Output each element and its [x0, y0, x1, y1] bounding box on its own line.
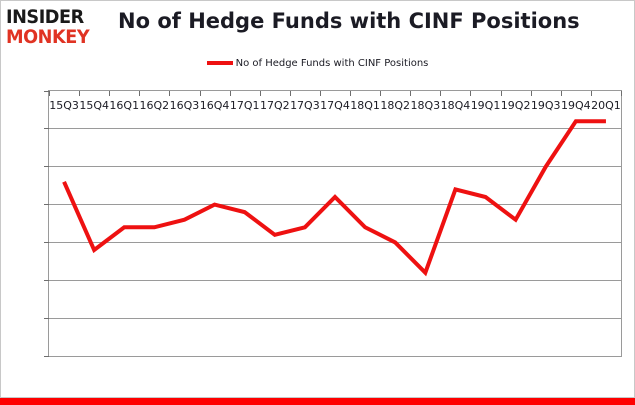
x-axis-tick-label: 16Q3	[169, 99, 200, 112]
x-axis-tick-label: 16Q4	[199, 99, 230, 112]
gridline	[49, 241, 621, 243]
legend-entry: No of Hedge Funds with CINF Positions	[206, 57, 429, 71]
x-axis-tick-mark	[169, 91, 170, 96]
gridline	[49, 166, 621, 168]
y-axis-tick-mark	[44, 317, 49, 319]
footer-accent-bar	[0, 398, 635, 405]
x-axis-tick-label: 18Q4	[440, 99, 471, 112]
x-axis-tick-mark	[230, 91, 231, 96]
x-axis-tick-label: 18Q3	[410, 99, 441, 112]
x-axis-tick-mark	[320, 91, 321, 96]
x-axis-tick-mark	[380, 91, 381, 96]
page-title: No of Hedge Funds with CINF Positions	[118, 9, 580, 33]
x-axis-tick-mark	[290, 91, 291, 96]
gridline	[49, 317, 621, 319]
chart-header: INSIDER MONKEY No of Hedge Funds with CI…	[0, 0, 635, 48]
x-axis-tick-mark	[410, 91, 411, 96]
gridline	[49, 279, 621, 281]
x-axis-tick-label: 16Q2	[139, 99, 170, 112]
y-axis-tick-mark	[44, 279, 49, 281]
x-axis-tick-label: 20Q1	[591, 99, 621, 112]
x-axis-tick-label: 19Q4	[561, 99, 591, 112]
x-axis-tick-mark	[470, 91, 471, 96]
x-axis-tick-mark	[501, 91, 502, 96]
gridline	[49, 204, 621, 206]
legend-swatch-icon	[206, 60, 233, 65]
y-axis-tick-mark	[44, 166, 49, 168]
series-polyline	[62, 119, 606, 277]
x-axis-tick-label: 19Q1	[470, 99, 501, 112]
y-axis-tick-mark	[44, 90, 49, 92]
x-axis-tick-label: 18Q2	[380, 99, 411, 112]
x-axis-tick-label: 17Q1	[229, 99, 260, 112]
y-axis-tick-mark	[44, 204, 49, 206]
x-axis-tick-label: 17Q2	[259, 99, 290, 112]
x-axis-tick-mark	[440, 91, 441, 96]
legend-entry-label: No of Hedge Funds with CINF Positions	[235, 57, 429, 69]
x-axis-tick-mark	[49, 91, 50, 96]
x-axis-tick-mark	[109, 91, 110, 96]
x-axis-tick-label: 18Q1	[350, 99, 380, 112]
insider-monkey-logo: INSIDER MONKEY	[6, 8, 110, 48]
gridline	[49, 128, 621, 130]
x-axis-tick-mark	[621, 91, 622, 96]
y-axis-tick-mark	[44, 128, 49, 130]
x-axis-tick-label: 19Q3	[530, 99, 561, 112]
y-axis-tick-mark	[44, 241, 49, 243]
x-axis-tick-mark	[260, 91, 261, 96]
logo-text-monkey: MONKEY	[6, 26, 90, 48]
x-axis-tick-mark	[139, 91, 140, 96]
logo-text-insider: INSIDER	[6, 6, 84, 28]
y-axis-tick-mark	[44, 355, 49, 357]
x-axis-tick-label: 15Q3	[49, 99, 79, 112]
x-axis-tick-label: 16Q1	[109, 99, 140, 112]
chart-legend: No of Hedge Funds with CINF Positions	[0, 55, 635, 73]
x-axis-tick-mark	[561, 91, 562, 96]
x-axis-tick-label: 17Q4	[320, 99, 350, 112]
x-axis-tick-mark	[79, 91, 80, 96]
x-axis-tick-label: 15Q4	[79, 99, 109, 112]
x-axis-tick-label: 19Q2	[500, 99, 531, 112]
x-axis-tick-mark	[591, 91, 592, 96]
plot-frame: 05101520253035 15Q315Q416Q116Q216Q316Q41…	[44, 90, 622, 357]
x-axis-tick-label: 17Q3	[290, 99, 320, 112]
x-axis-tick-mark	[350, 91, 351, 96]
x-axis-tick-mark	[200, 91, 201, 96]
x-axis-tick-mark	[531, 91, 532, 96]
series-line	[62, 119, 606, 277]
